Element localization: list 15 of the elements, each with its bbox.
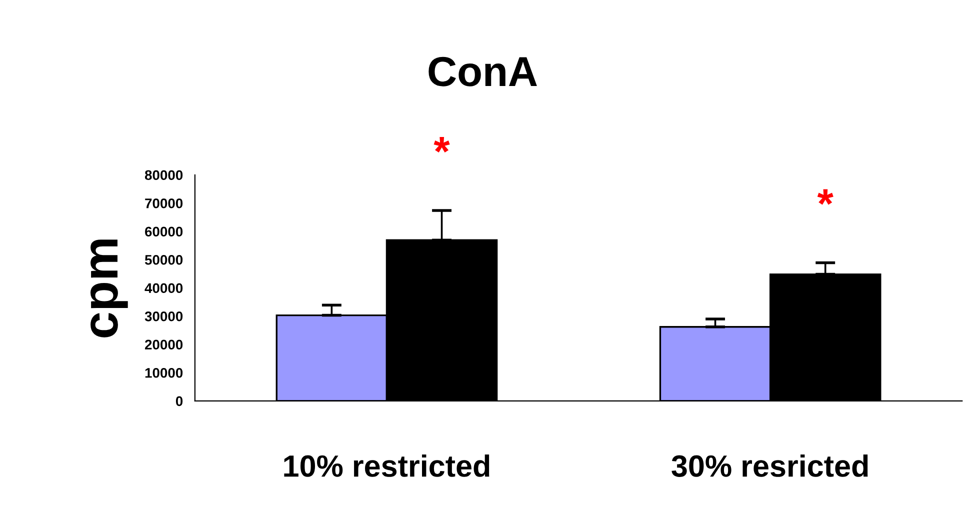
y-tick-label: 20000 bbox=[144, 340, 183, 350]
annotation: * bbox=[817, 189, 834, 205]
y-tick-label: 80000 bbox=[144, 170, 183, 180]
text: * bbox=[434, 137, 450, 153]
y-tick-label: 70000 bbox=[145, 198, 183, 208]
y-tick-label: 30000 bbox=[144, 311, 183, 322]
chart-title: ConA bbox=[428, 56, 537, 86]
y-tick-label: 50000 bbox=[144, 254, 183, 265]
y-tick-label: 60000 bbox=[145, 226, 183, 237]
y-axis-title: cpm bbox=[90, 240, 128, 338]
y-tick-label: 0 bbox=[176, 396, 183, 406]
y-tick-label: 40000 bbox=[144, 283, 183, 294]
x-tick-label: 30% resricted bbox=[672, 454, 868, 477]
y-tick-label: 10000 bbox=[145, 368, 183, 378]
x-tick-label: 10% restricted bbox=[284, 454, 490, 477]
